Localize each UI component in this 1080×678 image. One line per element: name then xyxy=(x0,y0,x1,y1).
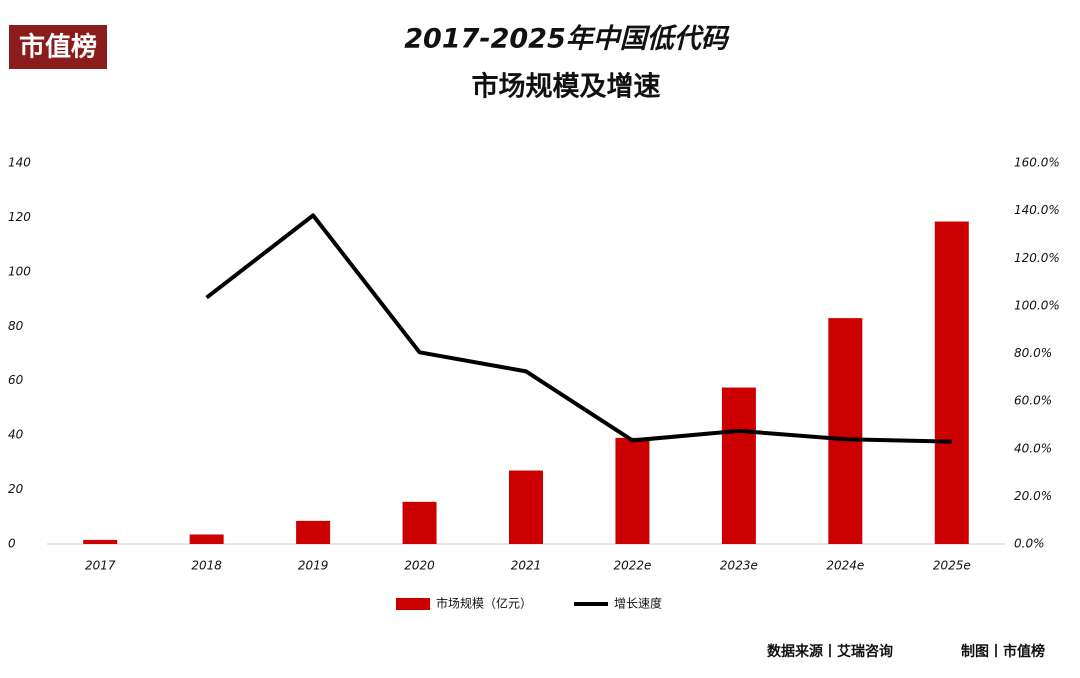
bar xyxy=(296,520,331,544)
y-tick-label: 140 xyxy=(8,156,31,170)
x-tick-label: 2017 xyxy=(85,559,116,573)
x-tick-label: 2018 xyxy=(191,559,222,573)
y-tick-label: 60 xyxy=(8,373,24,387)
source: 数据来源丨艾瑞咨询 xyxy=(767,643,893,660)
logo: 市值榜 xyxy=(19,32,97,63)
y2-tick-label: 140.0% xyxy=(1014,203,1060,217)
y2-tick-label: 0.0% xyxy=(1014,537,1045,551)
x-tick-label: 2019 xyxy=(298,559,329,573)
x-tick-label: 2024e xyxy=(826,559,864,573)
legend-swatch xyxy=(396,598,430,610)
y-tick-label: 100 xyxy=(8,264,31,278)
x-tick-label: 2021 xyxy=(511,559,542,573)
x-tick-label: 2023e xyxy=(720,559,758,573)
bar xyxy=(509,470,543,544)
credit: 制图丨市值榜 xyxy=(961,643,1045,660)
bar xyxy=(721,387,756,544)
legend-label: 市场规模（亿元） xyxy=(436,596,532,611)
y-tick-label: 20 xyxy=(8,482,24,496)
y2-tick-label: 20.0% xyxy=(1014,489,1052,503)
x-tick-label: 2022e xyxy=(613,559,651,573)
y-tick-label: 120 xyxy=(8,210,31,224)
chart-title: 市场规模及增速 xyxy=(472,71,661,103)
bar xyxy=(402,501,437,544)
y-tick-label: 80 xyxy=(8,319,24,333)
bar xyxy=(615,437,650,544)
chart-title: 2017-2025年中国低代码 xyxy=(404,24,729,55)
logo-box xyxy=(9,25,107,69)
y2-tick-label: 100.0% xyxy=(1014,298,1060,312)
bar xyxy=(189,534,224,544)
y2-tick-label: 40.0% xyxy=(1014,441,1052,455)
y2-tick-label: 160.0% xyxy=(1014,156,1060,170)
legend-label: 增长速度 xyxy=(614,596,662,611)
x-tick-label: 2025e xyxy=(933,559,971,573)
bar xyxy=(828,318,863,544)
line xyxy=(205,213,952,444)
y2-tick-label: 80.0% xyxy=(1014,346,1052,360)
y2-tick-label: 120.0% xyxy=(1014,251,1060,265)
bar xyxy=(83,539,118,544)
y-tick-label: 0 xyxy=(8,537,16,551)
bar xyxy=(934,221,969,544)
y2-tick-label: 60.0% xyxy=(1014,394,1052,408)
y-tick-label: 40 xyxy=(8,428,24,442)
x-tick-label: 2020 xyxy=(404,559,435,573)
